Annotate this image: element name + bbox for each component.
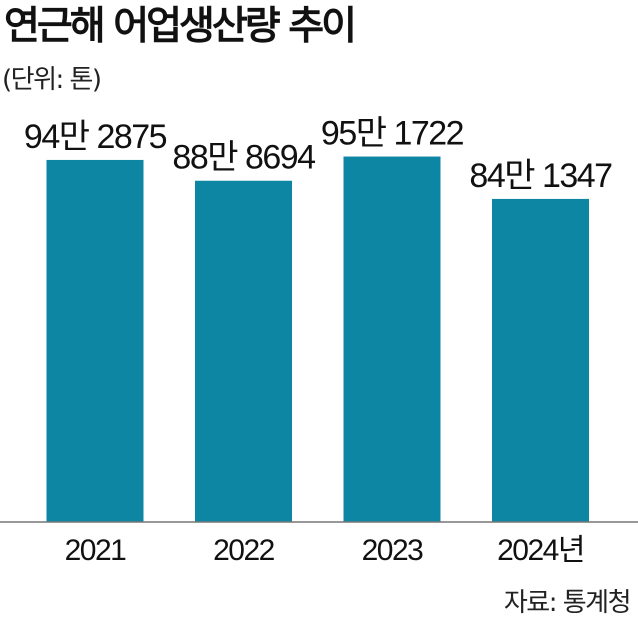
bars-group [46,156,589,523]
page-title: 연근해 어업생산량 추이 [4,4,357,49]
x-tick-label-2024년: 2024년 [497,534,584,567]
x-tick-label-2023: 2023 [362,534,424,567]
source-label: 자료: 통계청 [503,588,632,618]
value-label-2023: 95만 1722 [321,115,464,153]
x-tick-label-2021: 2021 [65,534,127,567]
value-label-2022: 88만 8694 [172,139,315,177]
bar-2021 [46,159,144,522]
x-tick-labels-group: 2021 2022 2023 2024년 [65,534,586,567]
bar-2023 [343,156,441,522]
value-label-2021: 94만 2875 [24,118,167,156]
bar-2022 [195,180,292,522]
unit-label: (단위: 톤) [2,65,102,95]
x-tick-label-2022: 2022 [213,534,275,567]
value-label-2024년: 84만 1347 [469,157,612,195]
bar-2024년 [492,198,589,523]
